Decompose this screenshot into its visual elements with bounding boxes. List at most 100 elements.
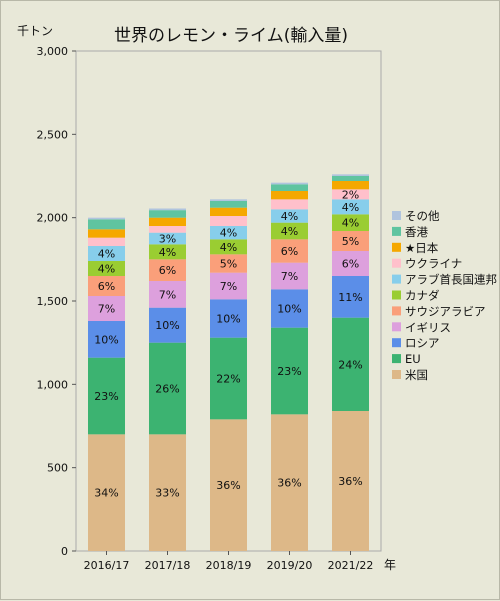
x-unit-label: 年 [384,558,396,572]
bar-segment [88,296,125,321]
bar-segment [332,214,369,231]
legend-swatch [392,322,401,332]
x-tick-label: 2016/17 [84,559,130,572]
bar-segment [332,317,369,411]
bar-segment [210,216,247,226]
bar-data-label: 10% [155,319,179,332]
bar-segment [88,229,125,238]
bar-segment [149,217,186,226]
bar-segment [332,199,369,215]
bar-segment [271,222,308,240]
bar-data-label: 5% [342,235,359,248]
bar-segment [149,259,186,281]
legend-label: ウクライナ [405,257,462,271]
bar-data-label: 33% [155,487,179,500]
y-tick-label: 1,500 [37,295,69,308]
bar-segment [149,232,186,245]
bar-segment [271,414,308,551]
legend-label: その他 [405,209,440,223]
bar-segment [88,321,125,358]
bar-segment [88,276,125,296]
bar-data-label: 26% [155,383,179,396]
legend-label: 米国 [405,368,428,382]
bar-data-label: 24% [338,358,362,371]
bar-segment [271,182,308,185]
bar-segment [149,342,186,435]
y-unit-label: 千トン [17,24,53,38]
bar-segment [210,299,247,338]
bar-data-label: 4% [98,263,115,276]
bar-segment [88,434,125,551]
bar-segment [88,217,125,220]
bar-segment [210,239,247,255]
bar-data-label: 23% [94,390,118,403]
bar-segment [332,176,369,181]
bar-data-label: 4% [281,210,298,223]
legend-label: ロシア [405,336,440,350]
bar-data-label: 2% [342,188,359,201]
legend-label: アラブ首長国連邦 [405,273,497,287]
bar-segment [88,219,125,230]
bar-data-label: 4% [342,201,359,214]
bar-segment [332,411,369,551]
legend-label: サウジアラビア [405,304,486,318]
x-tick-label: 2019/20 [267,559,313,572]
chart-title: 世界のレモン・ライム(輸入量) [114,26,348,46]
legend-swatch [392,306,401,316]
bar-data-label: 4% [342,217,359,230]
bar-segment [210,199,247,201]
bar-data-label: 10% [216,313,240,326]
bar-data-label: 4% [220,241,237,254]
bar-segment [88,261,125,276]
bar-data-label: 36% [277,477,301,490]
bar-segment [149,281,186,308]
bar-segment [332,181,369,190]
bar-segment [210,272,247,300]
bar-segment [210,226,247,240]
bar-data-label: 4% [159,246,176,259]
bar-segment [149,244,186,260]
bar-segment [210,337,247,420]
bar-data-label: 34% [94,487,118,500]
bar-segment [149,226,186,233]
bar-data-label: 6% [281,245,298,258]
bar-data-label: 6% [98,280,115,293]
bar-data-label: 11% [338,291,362,304]
bar-segment [332,231,369,251]
bar-data-label: 6% [159,264,176,277]
x-tick-label: 2018/19 [206,559,252,572]
bar-data-label: 7% [220,280,237,293]
y-tick-label: 500 [47,462,68,475]
bar-segment [210,254,247,273]
legend-swatch [392,290,401,300]
bar-segment [271,184,308,191]
bar-segment [271,289,308,328]
x-tick-label: 2021/22 [328,559,374,572]
bar-segment [332,174,369,176]
bar-segment [149,434,186,551]
bar-segment [271,327,308,415]
bars: 34%23%10%7%6%4%4%33%26%10%7%6%4%3%36%22%… [88,174,369,551]
bar-data-label: 23% [277,365,301,378]
x-axis: 2016/17 2017/18 2018/19 2019/20 2021/22 [84,551,374,572]
bar-data-label: 36% [216,479,240,492]
bar-segment [88,246,125,261]
legend-swatch [392,274,401,284]
bar-data-label: 22% [216,373,240,386]
bar-segment [210,419,247,551]
bar-data-label: 7% [98,303,115,316]
legend-label: イギリス [405,320,451,334]
legend-swatch [392,211,401,220]
y-tick-label: 2,500 [37,128,69,141]
legend-label: 香港 [405,225,428,239]
bar-segment [149,210,186,218]
bar-data-label: 6% [342,258,359,271]
legend-swatch [392,354,401,364]
legend-swatch [392,226,401,236]
bar-segment [332,251,369,276]
legend-label: カナダ [405,289,440,303]
bar-segment [271,262,308,290]
bar-segment [210,201,247,208]
